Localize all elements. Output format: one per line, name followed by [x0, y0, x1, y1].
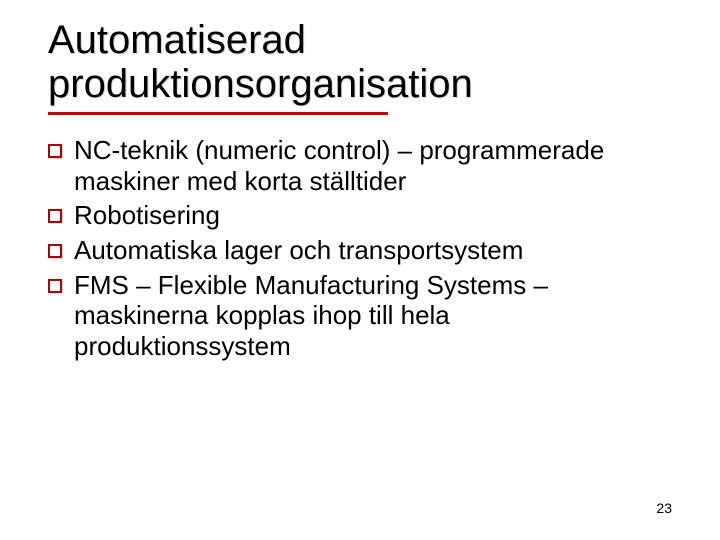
- list-item-text: Automatiska lager och transportsystem: [74, 235, 672, 266]
- slide: Automatiserad produktionsorganisation NC…: [0, 0, 720, 540]
- title-underline: [48, 112, 388, 115]
- page-number: 23: [656, 500, 672, 516]
- body-list: NC-teknik (numeric control) – programmer…: [48, 135, 672, 362]
- list-item: NC-teknik (numeric control) – programmer…: [48, 135, 672, 196]
- square-bullet-icon: [48, 244, 62, 258]
- list-item-text: Robotisering: [74, 200, 672, 231]
- list-item: FMS – Flexible Manufacturing Systems – m…: [48, 270, 672, 362]
- square-bullet-icon: [48, 279, 62, 293]
- list-item-text: NC-teknik (numeric control) – programmer…: [74, 135, 672, 196]
- square-bullet-icon: [48, 144, 62, 158]
- square-bullet-icon: [48, 209, 62, 223]
- list-item: Robotisering: [48, 200, 672, 231]
- slide-title: Automatiserad produktionsorganisation: [48, 18, 672, 106]
- list-item-text: FMS – Flexible Manufacturing Systems – m…: [74, 270, 672, 362]
- list-item: Automatiska lager och transportsystem: [48, 235, 672, 266]
